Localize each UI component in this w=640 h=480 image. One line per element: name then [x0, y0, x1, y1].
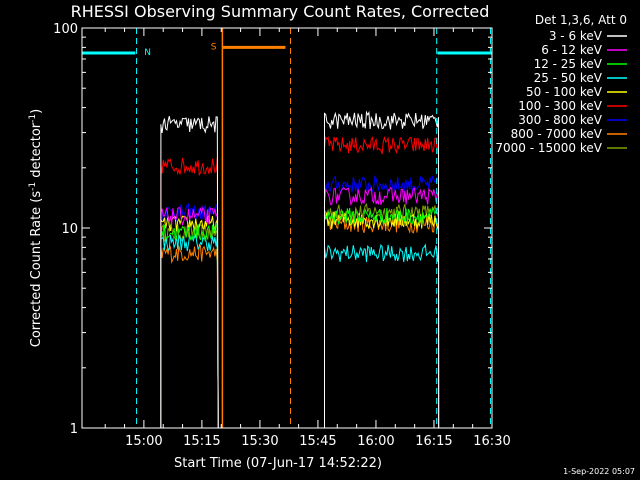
series-25-50-keV-line: [160, 233, 440, 429]
series-12-25-keV-line: [160, 207, 440, 429]
x-tick-label: 16:00: [357, 434, 394, 449]
legend-label: 25 - 50 keV: [534, 71, 603, 85]
y-axis-label: Corrected Count Rate (s-1 detector-1): [28, 109, 44, 347]
x-axis-label: Start Time (07-Jun-17 14:52:22): [174, 456, 382, 471]
legend-label: 6 - 12 keV: [541, 43, 603, 57]
annotation-s-label: S: [211, 42, 217, 52]
y-label-sup2: -1: [28, 114, 38, 123]
series-50-100-keV-line: [160, 210, 440, 429]
series-300-800-keV-line: [160, 174, 440, 429]
x-tick-label: 15:00: [125, 434, 162, 449]
x-tick-label: 16:30: [473, 434, 510, 449]
timestamp: 1-Sep-2022 05:07: [563, 467, 635, 476]
x-tick-label: 16:15: [415, 434, 452, 449]
x-tick-label: 15:15: [183, 434, 220, 449]
legend-label: 7000 - 15000 keV: [495, 141, 602, 155]
axes: 15:00 15:15 15:30 15:45 16:00 16:15 16:30 1 10 10…: [53, 22, 511, 449]
y-label-main: Corrected Count Rate (s: [29, 191, 44, 348]
legend-header: Det 1,3,6, Att 0: [535, 13, 627, 27]
y-tick-label: 1: [70, 422, 78, 437]
legend-label: 12 - 25 keV: [534, 57, 603, 71]
legend-label: 3 - 6 keV: [549, 29, 603, 43]
x-tick-label: 15:45: [299, 434, 336, 449]
plot-content: NS: [82, 28, 492, 429]
legend-label: 100 - 300 keV: [518, 99, 602, 113]
y-label-sup1: -1: [28, 182, 38, 191]
y-tick-label: 100: [53, 22, 78, 37]
legend-label: 50 - 100 keV: [526, 85, 603, 99]
chart-title: RHESSI Observing Summary Count Rates, Co…: [71, 2, 490, 21]
y-label-end: ): [29, 109, 44, 114]
y-tick-label: 10: [61, 222, 78, 237]
legend-label: 800 - 7000 keV: [511, 127, 603, 141]
legend-label: 300 - 800 keV: [518, 113, 602, 127]
series-100-300-keV-line: [160, 135, 440, 429]
plot-frame: [81, 27, 493, 429]
x-tick-label: 15:30: [241, 434, 278, 449]
series-800-7000-keV-line: [160, 215, 440, 429]
y-label-mid: detector: [29, 122, 44, 182]
series-6-12-keV-line: [160, 186, 440, 429]
annotation-n-label: N: [144, 48, 151, 58]
series-3-6-keV-line: [160, 110, 440, 429]
